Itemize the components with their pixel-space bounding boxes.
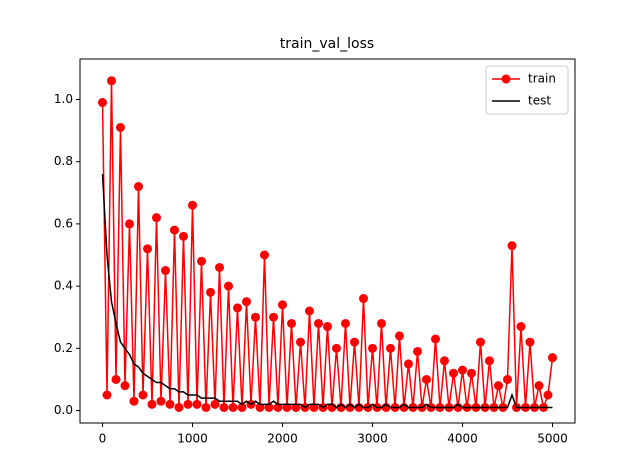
- point: [264, 402, 274, 412]
- point: [368, 343, 377, 353]
- point: [413, 346, 422, 356]
- point: [282, 402, 292, 412]
- point: [120, 381, 130, 391]
- legend-marker: [501, 74, 511, 84]
- point: [440, 356, 449, 366]
- point: [260, 250, 269, 260]
- point: [350, 337, 359, 347]
- point: [534, 381, 544, 391]
- series-line: [101, 80, 554, 411]
- point: [125, 219, 134, 229]
- point: [494, 381, 503, 391]
- point: [314, 318, 323, 328]
- point: [210, 399, 220, 409]
- point: [242, 297, 251, 307]
- x-tick-label: 1000: [177, 432, 208, 446]
- point: [548, 353, 557, 363]
- point: [507, 241, 517, 251]
- point: [476, 337, 485, 347]
- point: [192, 399, 202, 409]
- point: [377, 318, 386, 328]
- point: [305, 306, 314, 316]
- point: [525, 337, 535, 347]
- chart-title: train_val_loss: [280, 36, 374, 52]
- y-tick-label: 0.4: [54, 279, 73, 293]
- point: [201, 402, 211, 412]
- point: [431, 334, 440, 344]
- y-tick-label: 0.8: [54, 154, 73, 168]
- point: [143, 244, 152, 254]
- point: [219, 402, 229, 412]
- point: [291, 402, 301, 412]
- point: [102, 390, 112, 400]
- point: [197, 256, 206, 266]
- point: [516, 322, 526, 332]
- point: [116, 122, 125, 132]
- point: [224, 281, 233, 291]
- point: [156, 396, 166, 406]
- x-tick-label: 0: [99, 432, 107, 446]
- point: [165, 399, 175, 409]
- legend-label: test: [528, 94, 551, 108]
- point: [215, 262, 224, 272]
- point: [323, 322, 332, 332]
- point: [467, 368, 476, 378]
- y-tick-label: 0.6: [54, 216, 73, 230]
- point: [269, 312, 278, 322]
- point: [255, 402, 265, 412]
- y-tick-label: 0.0: [54, 403, 73, 417]
- point: [188, 200, 197, 210]
- series-line: [101, 174, 553, 409]
- point: [111, 374, 121, 384]
- point: [138, 390, 148, 400]
- point: [422, 374, 431, 384]
- point: [174, 402, 184, 412]
- point: [129, 396, 139, 406]
- point: [386, 343, 395, 353]
- point: [233, 303, 242, 313]
- point: [359, 294, 368, 304]
- point: [273, 402, 283, 412]
- y-tick-label: 1.0: [54, 92, 73, 106]
- point: [278, 300, 287, 310]
- point: [485, 356, 494, 366]
- point: [183, 399, 193, 409]
- x-tick-label: 4000: [447, 432, 478, 446]
- point: [134, 182, 143, 192]
- x-tick-label: 2000: [267, 432, 298, 446]
- point: [161, 266, 170, 276]
- point: [147, 399, 157, 409]
- point: [152, 213, 161, 223]
- point: [107, 76, 116, 86]
- point: [449, 368, 458, 378]
- point: [543, 390, 553, 400]
- point: [237, 402, 247, 412]
- x-tick-label: 3000: [357, 432, 388, 446]
- point: [309, 402, 319, 412]
- point: [395, 331, 404, 341]
- plot-frame: [79, 58, 576, 424]
- point: [287, 318, 296, 328]
- point: [170, 225, 179, 235]
- point: [503, 374, 512, 384]
- point: [458, 365, 467, 375]
- x-tick-label: 5000: [537, 432, 568, 446]
- point: [332, 343, 341, 353]
- point: [228, 402, 238, 412]
- point: [296, 337, 305, 347]
- legend-label: train: [528, 72, 556, 86]
- point: [404, 359, 413, 369]
- point: [206, 287, 215, 297]
- point: [251, 312, 260, 322]
- point: [98, 98, 107, 108]
- point: [179, 231, 188, 241]
- y-tick-label: 0.2: [54, 341, 73, 355]
- point: [341, 318, 350, 328]
